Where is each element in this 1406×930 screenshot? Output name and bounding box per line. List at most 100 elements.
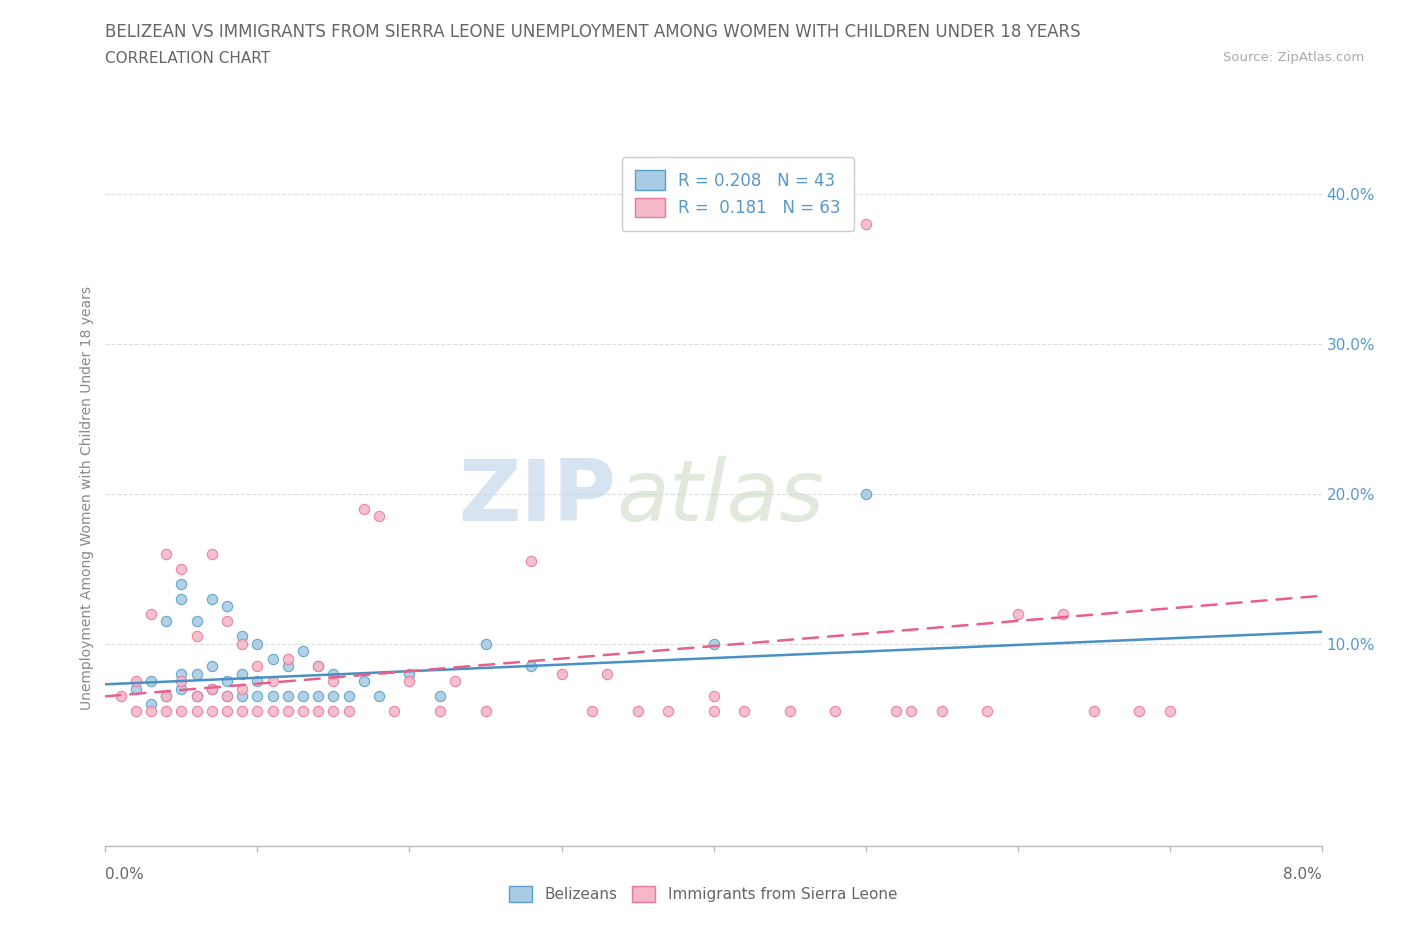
Point [1083, 704, 1105, 719]
Point [170, 704, 193, 719]
Point [217, 599, 239, 614]
Point [139, 697, 162, 711]
Point [170, 577, 193, 591]
Point [307, 658, 329, 673]
Point [186, 704, 208, 719]
Point [702, 636, 725, 651]
Point [520, 554, 543, 569]
Point [1052, 606, 1074, 621]
Point [322, 674, 344, 689]
Point [398, 667, 420, 682]
Point [246, 689, 269, 704]
Point [170, 667, 193, 682]
Text: BELIZEAN VS IMMIGRANTS FROM SIERRA LEONE UNEMPLOYMENT AMONG WOMEN WITH CHILDREN : BELIZEAN VS IMMIGRANTS FROM SIERRA LEONE… [105, 23, 1081, 41]
Point [337, 704, 360, 719]
Point [322, 704, 344, 719]
Point [702, 689, 725, 704]
Point [170, 682, 193, 697]
Legend: R = 0.208   N = 43, R =  0.181   N = 63: R = 0.208 N = 43, R = 0.181 N = 63 [621, 157, 853, 231]
Point [231, 667, 253, 682]
Point [246, 704, 269, 719]
Point [1128, 704, 1150, 719]
Point [125, 674, 148, 689]
Point [231, 689, 253, 704]
Point [155, 689, 177, 704]
Point [429, 704, 451, 719]
Point [550, 667, 572, 682]
Point [702, 704, 725, 719]
Point [824, 704, 846, 719]
Point [596, 667, 619, 682]
Text: ZIP: ZIP [458, 456, 616, 539]
Point [139, 704, 162, 719]
Point [855, 486, 877, 501]
Point [231, 629, 253, 644]
Point [277, 689, 299, 704]
Point [520, 658, 543, 673]
Point [170, 591, 193, 606]
Legend: Belizeans, Immigrants from Sierra Leone: Belizeans, Immigrants from Sierra Leone [503, 880, 903, 909]
Point [855, 217, 877, 232]
Point [201, 591, 224, 606]
Point [170, 562, 193, 577]
Point [292, 704, 315, 719]
Point [139, 606, 162, 621]
Point [186, 667, 208, 682]
Point [155, 546, 177, 561]
Point [217, 614, 239, 629]
Point [217, 689, 239, 704]
Point [779, 704, 801, 719]
Point [292, 644, 315, 658]
Point [733, 704, 755, 719]
Point [139, 674, 162, 689]
Point [262, 704, 284, 719]
Point [657, 704, 679, 719]
Point [337, 689, 360, 704]
Point [976, 704, 998, 719]
Point [429, 689, 451, 704]
Point [353, 501, 375, 516]
Point [155, 614, 177, 629]
Point [217, 674, 239, 689]
Point [307, 658, 329, 673]
Point [125, 704, 148, 719]
Point [125, 682, 148, 697]
Point [444, 674, 467, 689]
Point [217, 704, 239, 719]
Point [368, 509, 391, 524]
Point [931, 704, 953, 719]
Text: 0.0%: 0.0% [105, 867, 145, 882]
Point [1007, 606, 1029, 621]
Text: 8.0%: 8.0% [1282, 867, 1322, 882]
Text: Source: ZipAtlas.com: Source: ZipAtlas.com [1223, 51, 1364, 64]
Point [262, 651, 284, 666]
Point [231, 704, 253, 719]
Point [262, 689, 284, 704]
Point [322, 689, 344, 704]
Point [474, 636, 496, 651]
Point [186, 629, 208, 644]
Point [231, 636, 253, 651]
Point [884, 704, 907, 719]
Point [201, 682, 224, 697]
Point [292, 689, 315, 704]
Y-axis label: Unemployment Among Women with Children Under 18 years: Unemployment Among Women with Children U… [80, 286, 94, 710]
Point [277, 704, 299, 719]
Point [277, 658, 299, 673]
Point [201, 682, 224, 697]
Text: CORRELATION CHART: CORRELATION CHART [105, 51, 270, 66]
Point [217, 689, 239, 704]
Point [474, 704, 496, 719]
Point [155, 704, 177, 719]
Point [246, 674, 269, 689]
Point [170, 674, 193, 689]
Point [246, 636, 269, 651]
Point [382, 704, 405, 719]
Point [626, 704, 648, 719]
Text: atlas: atlas [616, 456, 824, 539]
Point [398, 674, 420, 689]
Point [353, 674, 375, 689]
Point [186, 689, 208, 704]
Point [307, 689, 329, 704]
Point [322, 667, 344, 682]
